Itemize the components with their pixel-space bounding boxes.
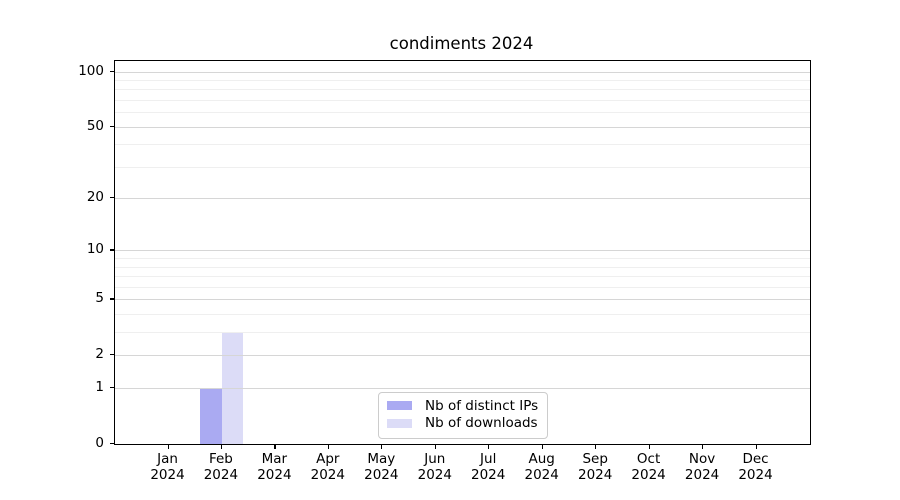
- x-tick-label-line: 2024: [203, 467, 239, 483]
- y-tick-mark: [109, 298, 114, 300]
- legend-item: Nb of downloads: [387, 415, 539, 433]
- x-tick-label-line: 2024: [684, 467, 720, 483]
- x-tick-label-line: 2024: [738, 467, 773, 483]
- x-tick-mark: [595, 444, 597, 449]
- legend-label: Nb of distinct IPs: [425, 397, 539, 414]
- gridline-major: [115, 388, 810, 390]
- x-tick-label-line: Sep: [582, 451, 608, 467]
- x-tick-mark: [702, 444, 704, 449]
- x-tick-label-line: Mar: [261, 451, 288, 467]
- y-tick-mark: [109, 387, 114, 389]
- x-tick-label-line: Jun: [424, 451, 446, 467]
- gridline-minor: [115, 112, 810, 114]
- x-tick-mark: [381, 444, 383, 449]
- gridline-minor: [115, 276, 810, 278]
- legend-item: Nb of distinct IPs: [387, 397, 539, 415]
- plot-area: [114, 60, 811, 445]
- gridline-minor: [115, 258, 810, 260]
- y-tick-label: 10: [86, 241, 104, 258]
- x-tick-mark: [167, 444, 169, 449]
- y-tick-mark: [109, 249, 114, 251]
- gridline-major: [115, 250, 810, 252]
- x-tick-mark: [488, 444, 490, 449]
- x-tick-mark: [327, 444, 329, 449]
- legend-swatch: [387, 418, 412, 428]
- y-tick-label: 0: [95, 435, 104, 451]
- gridline-major: [115, 126, 810, 128]
- y-tick-mark: [109, 70, 114, 72]
- gridline-minor: [115, 266, 810, 268]
- x-tick-label: Mar 2024: [234, 451, 314, 483]
- y-tick-mark: [109, 197, 114, 199]
- gridline-major: [115, 299, 810, 301]
- x-tick-label: Feb 2024: [181, 451, 261, 483]
- bar: [221, 332, 244, 444]
- y-tick-mark: [109, 443, 114, 445]
- x-tick-label-line: Feb: [208, 451, 233, 467]
- gridline-minor: [115, 79, 810, 81]
- x-tick-label-line: 2024: [257, 467, 292, 483]
- gridline-major: [115, 355, 810, 357]
- y-tick-mark: [109, 125, 114, 127]
- x-tick-label: Nov 2024: [662, 451, 742, 483]
- x-tick-label-line: 2024: [364, 467, 399, 483]
- x-tick-label-line: 2024: [578, 467, 613, 483]
- legend-swatch: [387, 401, 412, 411]
- x-tick-label: May 2024: [341, 451, 421, 483]
- x-tick-mark: [541, 444, 543, 449]
- legend: Nb of distinct IPs Nb of downloads: [378, 392, 548, 439]
- x-tick-mark: [274, 444, 276, 449]
- gridline-minor: [115, 166, 810, 168]
- x-tick-label-line: Jul: [480, 451, 497, 467]
- gridline-minor: [115, 332, 810, 334]
- x-tick-mark: [755, 444, 757, 449]
- x-tick-mark: [648, 444, 650, 449]
- x-tick-label-line: 2024: [524, 467, 559, 483]
- gridline-minor: [115, 99, 810, 101]
- x-tick-label: Sep 2024: [555, 451, 635, 483]
- gridline-major: [115, 71, 810, 73]
- x-tick-label-line: 2024: [417, 467, 452, 483]
- y-tick-label: 50: [86, 117, 104, 134]
- x-tick-label: Apr 2024: [288, 451, 368, 483]
- legend-label: Nb of downloads: [425, 415, 538, 432]
- x-tick-label: Dec 2024: [716, 451, 796, 483]
- gridline-minor: [115, 89, 810, 91]
- y-tick-mark: [109, 354, 114, 356]
- gridline-major: [115, 198, 810, 200]
- x-tick-label-line: May: [367, 451, 396, 467]
- gridline-minor: [115, 286, 810, 288]
- x-tick-label-line: Aug: [528, 451, 555, 467]
- x-tick-label-line: Apr: [316, 451, 340, 467]
- gridline-minor: [115, 144, 810, 146]
- x-tick-label-line: Nov: [688, 451, 716, 467]
- x-tick-label-line: 2024: [310, 467, 345, 483]
- x-tick-mark: [434, 444, 436, 449]
- x-tick-label-line: 2024: [150, 467, 185, 483]
- x-tick-label-line: 2024: [471, 467, 506, 483]
- gridline-minor: [115, 314, 810, 316]
- y-tick-label: 2: [95, 346, 104, 363]
- y-tick-label: 5: [95, 290, 104, 307]
- y-tick-label: 1: [95, 379, 104, 396]
- x-tick-label-line: Oct: [636, 451, 661, 467]
- x-tick-label: Aug 2024: [502, 451, 582, 483]
- x-tick-label: Jun 2024: [395, 451, 475, 483]
- x-tick-label-line: Jan: [157, 451, 178, 467]
- x-tick-label: Oct 2024: [609, 451, 689, 483]
- x-tick-label-line: 2024: [631, 467, 666, 483]
- x-tick-label-line: Dec: [742, 451, 769, 467]
- x-tick-label: Jan 2024: [128, 451, 208, 483]
- bar: [200, 388, 222, 444]
- y-tick-label: 20: [86, 189, 104, 206]
- y-tick-label: 100: [78, 62, 104, 79]
- chart-title: condiments 2024: [389, 34, 534, 53]
- x-tick-mark: [220, 444, 223, 449]
- x-tick-label: Jul 2024: [448, 451, 528, 483]
